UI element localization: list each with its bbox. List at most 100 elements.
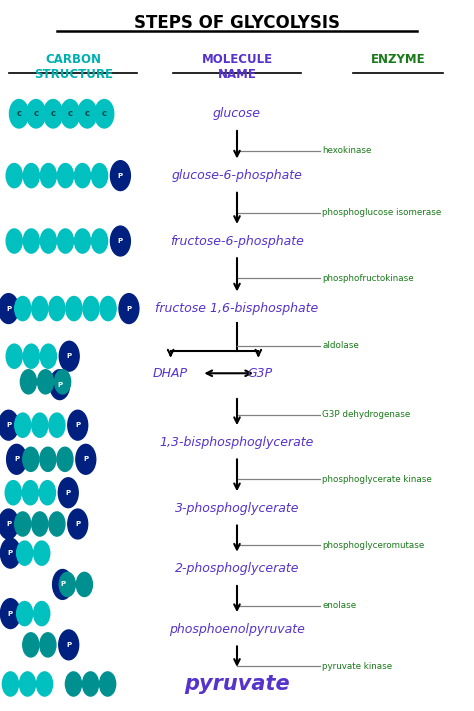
Text: P: P: [6, 422, 11, 428]
Circle shape: [34, 602, 50, 626]
Text: pyruvate: pyruvate: [184, 674, 290, 694]
Circle shape: [23, 229, 39, 253]
Circle shape: [17, 602, 33, 626]
Text: P: P: [75, 521, 80, 527]
Text: P: P: [60, 582, 65, 587]
Circle shape: [39, 481, 55, 505]
Circle shape: [55, 370, 71, 394]
Text: P: P: [118, 238, 123, 244]
Circle shape: [40, 164, 56, 188]
Circle shape: [32, 413, 48, 437]
Circle shape: [76, 444, 96, 474]
Text: P: P: [118, 173, 123, 178]
Text: P: P: [66, 642, 71, 648]
Circle shape: [17, 541, 33, 565]
Text: STEPS OF GLYCOLYSIS: STEPS OF GLYCOLYSIS: [134, 14, 340, 32]
Text: phosphoglucose isomerase: phosphoglucose isomerase: [322, 208, 442, 217]
Circle shape: [95, 100, 114, 128]
Circle shape: [66, 296, 82, 321]
Circle shape: [78, 100, 97, 128]
Circle shape: [36, 672, 53, 696]
Text: c: c: [51, 109, 55, 118]
Circle shape: [59, 341, 79, 371]
Circle shape: [50, 370, 70, 400]
Circle shape: [59, 630, 79, 660]
Text: P: P: [67, 353, 72, 359]
Circle shape: [2, 672, 18, 696]
Circle shape: [6, 164, 22, 188]
Circle shape: [19, 672, 36, 696]
Circle shape: [119, 294, 139, 324]
Circle shape: [22, 481, 38, 505]
Circle shape: [6, 229, 22, 253]
Circle shape: [34, 541, 50, 565]
Circle shape: [23, 164, 39, 188]
Text: P: P: [14, 456, 19, 462]
Text: G3P dehydrogenase: G3P dehydrogenase: [322, 410, 410, 419]
Circle shape: [0, 599, 20, 629]
Circle shape: [40, 447, 56, 471]
Text: P: P: [66, 490, 71, 496]
Circle shape: [0, 509, 18, 539]
Circle shape: [57, 447, 73, 471]
Circle shape: [49, 413, 65, 437]
Text: c: c: [102, 109, 107, 118]
Circle shape: [58, 478, 78, 508]
Circle shape: [40, 344, 56, 368]
Circle shape: [49, 296, 65, 321]
Text: aldolase: aldolase: [322, 341, 359, 350]
Text: P: P: [6, 521, 11, 527]
Circle shape: [74, 164, 91, 188]
Text: enolase: enolase: [322, 602, 356, 610]
Circle shape: [20, 370, 36, 394]
Circle shape: [65, 672, 82, 696]
Text: P: P: [8, 550, 13, 556]
Circle shape: [91, 229, 108, 253]
Text: P: P: [57, 382, 62, 387]
Circle shape: [110, 226, 130, 256]
Text: phosphofructokinase: phosphofructokinase: [322, 274, 414, 282]
Text: 1,3-bisphosphoglycerate: 1,3-bisphosphoglycerate: [160, 436, 314, 449]
Circle shape: [32, 512, 48, 536]
Text: MOLECULE
NAME: MOLECULE NAME: [201, 53, 273, 80]
Text: glucose: glucose: [213, 107, 261, 120]
Text: P: P: [83, 456, 88, 462]
Text: 2-phosphoglycerate: 2-phosphoglycerate: [175, 562, 299, 575]
Circle shape: [68, 410, 88, 440]
Text: CARBON
STRUCTURE: CARBON STRUCTURE: [34, 53, 113, 80]
Circle shape: [49, 512, 65, 536]
Circle shape: [76, 572, 92, 597]
Text: phosphoenolpyruvate: phosphoenolpyruvate: [169, 623, 305, 636]
Circle shape: [100, 296, 116, 321]
Circle shape: [15, 296, 31, 321]
Text: fructose 1,6-bisphosphate: fructose 1,6-bisphosphate: [155, 302, 319, 315]
Circle shape: [0, 538, 20, 568]
Circle shape: [53, 570, 73, 599]
Circle shape: [59, 572, 75, 597]
Circle shape: [100, 672, 116, 696]
Text: c: c: [85, 109, 90, 118]
Text: P: P: [6, 306, 11, 311]
Text: P: P: [8, 611, 13, 616]
Circle shape: [0, 294, 18, 324]
Circle shape: [6, 344, 22, 368]
Circle shape: [23, 447, 39, 471]
Circle shape: [61, 100, 80, 128]
Circle shape: [74, 229, 91, 253]
Circle shape: [5, 481, 21, 505]
Text: DHAP: DHAP: [152, 367, 187, 380]
Circle shape: [82, 672, 99, 696]
Circle shape: [83, 296, 99, 321]
Text: fructose-6-phosphate: fructose-6-phosphate: [170, 235, 304, 247]
Circle shape: [40, 229, 56, 253]
Circle shape: [27, 100, 46, 128]
Circle shape: [40, 633, 56, 657]
Circle shape: [23, 344, 39, 368]
Circle shape: [7, 444, 27, 474]
Text: ENZYME: ENZYME: [371, 53, 426, 65]
Circle shape: [9, 100, 28, 128]
Text: phosphoglyceromutase: phosphoglyceromutase: [322, 541, 425, 550]
Circle shape: [57, 229, 73, 253]
Text: glucose-6-phosphate: glucose-6-phosphate: [172, 169, 302, 182]
Text: phosphoglycerate kinase: phosphoglycerate kinase: [322, 475, 432, 483]
